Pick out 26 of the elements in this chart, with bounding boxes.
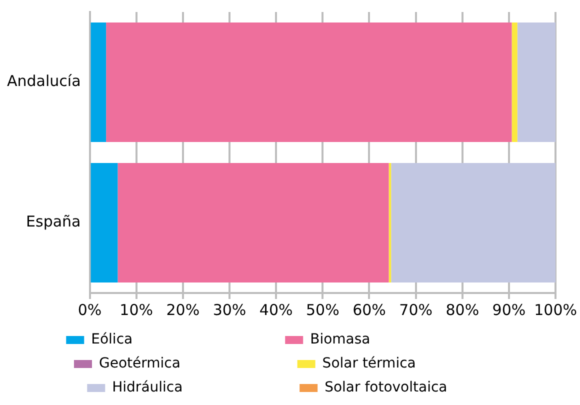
y-tick-label: España (26, 212, 81, 231)
legend-label: Biomasa (310, 332, 504, 348)
x-tick-label: 20% (166, 300, 200, 319)
bar (90, 163, 118, 282)
bar (90, 22, 106, 142)
bar (118, 163, 389, 282)
x-tick-label: 0% (78, 300, 102, 319)
legend-label: Hidráulica (112, 380, 290, 396)
y-tick-label: Andalucía (6, 72, 81, 90)
bar (512, 22, 518, 142)
legend-label: Solar fotovoltaica (324, 380, 483, 396)
x-tick-label: 40% (259, 300, 293, 319)
x-tick-label: 50% (306, 300, 340, 319)
x-tick-label: 10% (120, 300, 154, 319)
x-tick-label: 90% (492, 300, 526, 319)
bar (391, 163, 556, 282)
bar (106, 22, 512, 142)
legend-label: Geotérmica (98, 356, 288, 372)
x-tick-label: 30% (212, 300, 246, 319)
legend-label: Solar térmica (322, 356, 496, 372)
x-tick-label: 80% (446, 300, 480, 319)
x-tick-label: 60% (352, 300, 386, 319)
legend-label: Eólica (91, 332, 276, 348)
x-tick-label: 100% (534, 300, 578, 319)
x-tick-label: 70% (399, 300, 432, 319)
bar (517, 22, 556, 142)
